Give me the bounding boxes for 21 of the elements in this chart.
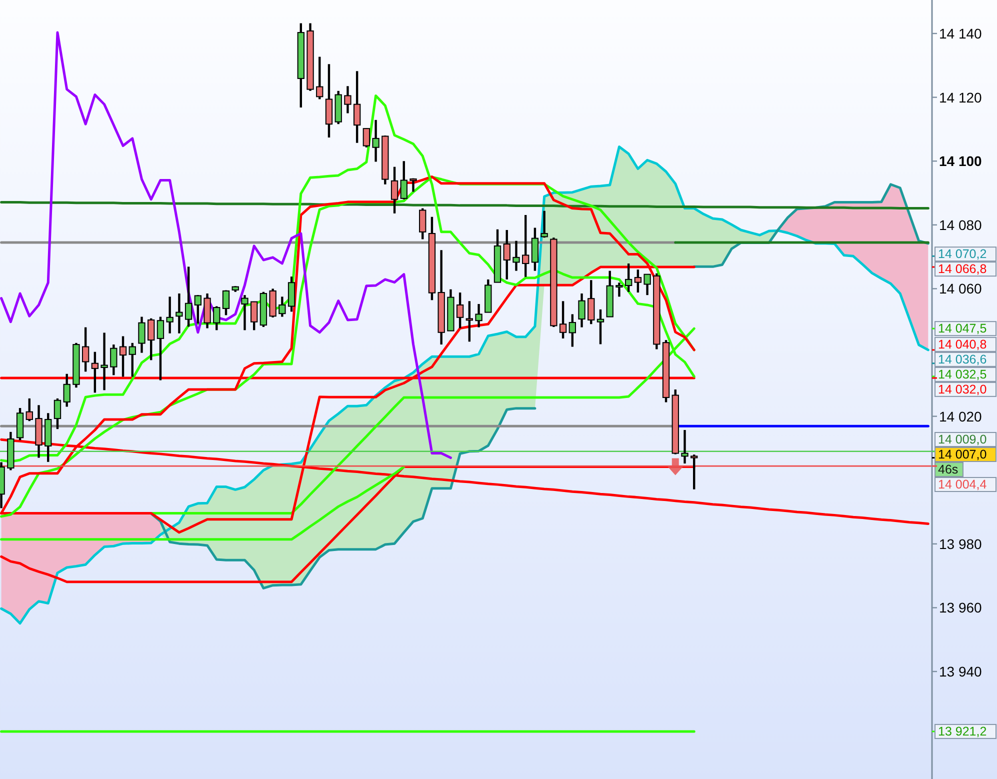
y-tick-label: 13 980: [939, 536, 982, 552]
text: 14 007,0: [938, 447, 987, 462]
y-tick-label: 13 960: [939, 600, 982, 616]
text: 14 032,5: [938, 367, 987, 382]
text: 14 032,0: [938, 382, 987, 396]
text: 14 047,5: [938, 322, 987, 336]
text: 14 070,2: [938, 247, 987, 262]
text: 14 066,8: [938, 262, 987, 276]
y-tick-label: 14 080: [939, 216, 982, 233]
text: 14 040,8: [938, 337, 987, 352]
text: 14 036,6: [938, 352, 987, 366]
ref-line-label: 14 004,4: [938, 477, 987, 492]
y-tick-label: 13 940: [939, 663, 982, 680]
y-tick-label: 14 140: [939, 25, 982, 42]
y-tick-label: 14 100: [939, 153, 982, 170]
y-tick-label: 14 120: [939, 89, 982, 106]
text: 46s: [938, 462, 958, 476]
y-tick-label: 14 060: [939, 280, 982, 297]
ref-line-label: 14 009,0: [938, 432, 987, 446]
text: 13 921,2: [938, 724, 987, 738]
y-tick-label: 14 020: [939, 408, 982, 424]
